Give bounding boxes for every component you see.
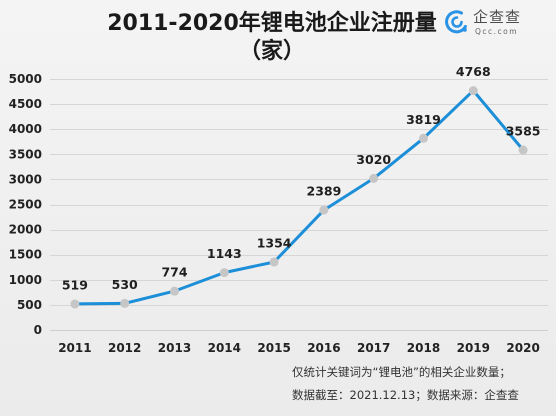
footnote-scope: 仅统计关键词为“锂电池”的相关企业数量； (292, 365, 511, 379)
data-point-2018 (419, 133, 428, 143)
data-point-2013 (170, 286, 179, 296)
y-tick-label-2500: 2500 (9, 198, 42, 212)
data-label-2014: 1143 (207, 246, 242, 261)
data-point-2017 (369, 173, 379, 183)
x-axis-tick-labels: 2011 2012 2013 2014 2015 2016 2017 2018 2019 2020 (58, 341, 540, 355)
x-tick-label-2013: 2013 (158, 341, 191, 355)
brand-name: 企查查 (473, 8, 522, 26)
series-lines (73, 89, 525, 306)
y-tick-label-4000: 4000 (9, 122, 42, 136)
y-tick-label-1500: 1500 (9, 248, 42, 262)
y-tick-label-0: 0 (34, 323, 42, 337)
x-tick-label-2020: 2020 (506, 341, 539, 355)
x-tick-label-2014: 2014 (208, 341, 241, 355)
x-tick-label-2017: 2017 (357, 341, 390, 355)
data-label-2020: 3585 (506, 124, 541, 139)
y-axis-tick-labels: 0 500 1000 1500 2000 2500 3000 3500 4000 4500 5000 (9, 72, 42, 337)
data-label-2019: 4768 (456, 64, 491, 79)
x-tick-label-2011: 2011 (58, 341, 91, 355)
x-tick-label-2018: 2018 (407, 341, 440, 355)
data-labels: 519 530 774 1143 1354 2389 3020 3819 4768 3585 (62, 64, 541, 292)
brand-site: Qcc.com (475, 27, 519, 36)
y-tick-label-1000: 1000 (9, 273, 42, 287)
y-tick-label-500: 500 (17, 298, 42, 312)
data-point-2015 (269, 257, 279, 267)
logo-dot (462, 27, 467, 32)
gridlines (50, 79, 548, 331)
y-tick-label-5000: 5000 (9, 72, 42, 86)
data-point-2016 (319, 205, 329, 215)
chart-unit-subtitle: （家） (238, 39, 305, 64)
qcc-logo-icon (445, 10, 467, 34)
footnote-source: 数据截至：2021.12.13；数据来源：企查查 (292, 388, 519, 402)
chart-title: 2011-2020年锂电池企业注册量 (107, 11, 437, 36)
data-point-2011 (70, 299, 80, 309)
x-tick-label-2012: 2012 (108, 341, 141, 355)
data-point-2012 (120, 298, 130, 308)
data-label-2017: 3020 (356, 152, 391, 167)
data-label-2016: 2389 (307, 184, 342, 199)
data-label-2013: 774 (161, 265, 187, 280)
data-point-markers (70, 86, 528, 309)
x-tick-label-2016: 2016 (307, 341, 340, 355)
y-tick-label-3500: 3500 (9, 147, 42, 161)
data-label-2015: 1354 (257, 236, 292, 251)
logo-outer-ring (445, 10, 467, 34)
data-label-2012: 530 (112, 277, 138, 292)
x-tick-label-2015: 2015 (257, 341, 290, 355)
series-line-0 (73, 89, 525, 306)
logo-inner-ring (451, 16, 463, 28)
data-point-2014 (219, 268, 229, 278)
y-tick-label-2000: 2000 (9, 223, 42, 237)
y-tick-label-4500: 4500 (9, 97, 42, 111)
x-tick-label-2019: 2019 (457, 341, 490, 355)
data-label-2018: 3819 (406, 112, 441, 127)
y-tick-label-3000: 3000 (9, 172, 42, 186)
data-point-2019 (468, 86, 478, 96)
data-point-2020 (518, 145, 528, 155)
data-label-2011: 519 (62, 277, 88, 292)
